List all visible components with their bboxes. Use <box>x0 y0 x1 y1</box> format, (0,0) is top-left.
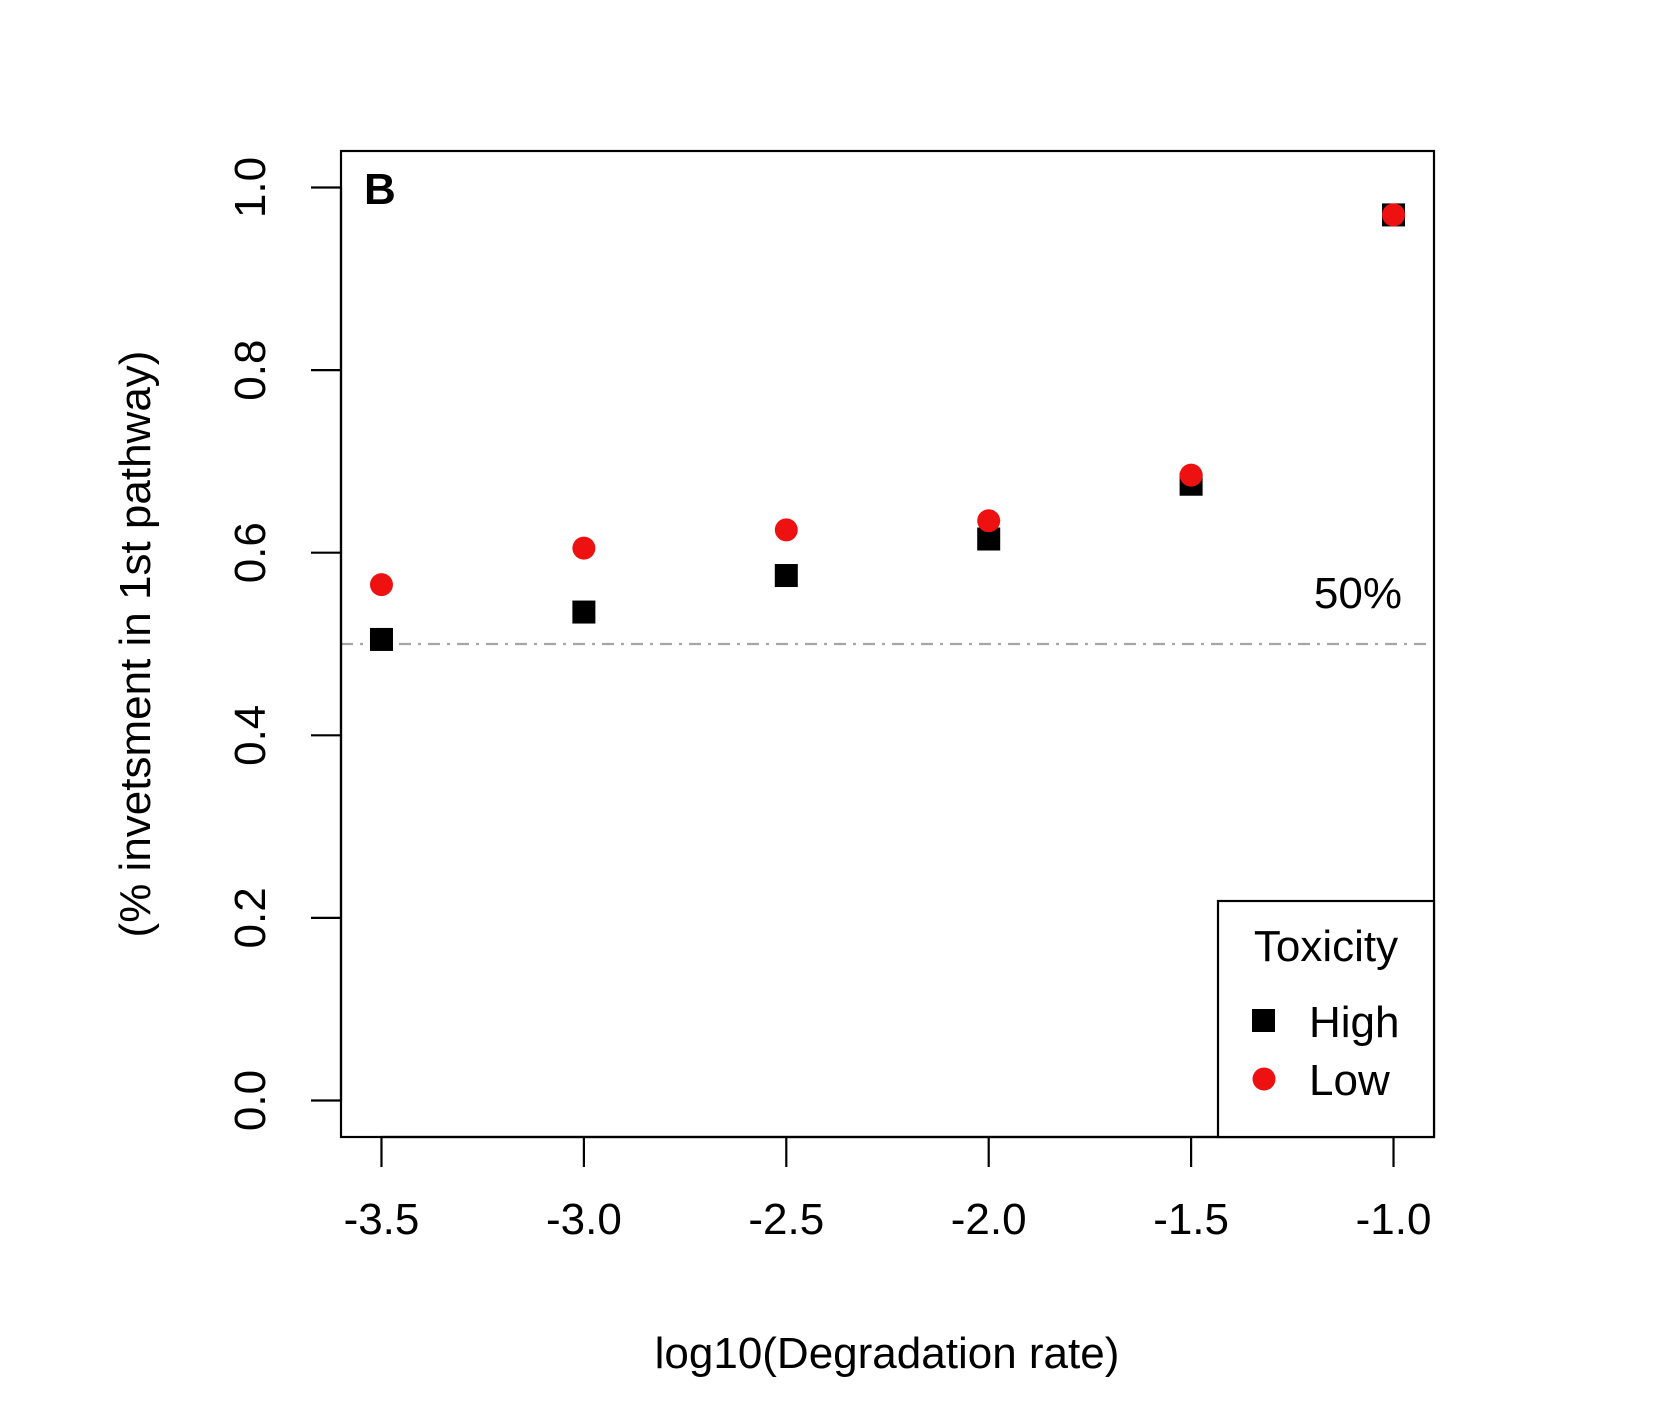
data-point-high <box>572 600 596 624</box>
x-tick-label: -3.0 <box>546 1195 622 1244</box>
data-point-low <box>369 573 393 597</box>
data-points <box>369 203 1406 651</box>
legend: Toxicity High Low <box>1216 899 1436 1139</box>
legend-low-label: Low <box>1309 1056 1390 1105</box>
y-tick-label: 0.6 <box>226 522 275 583</box>
legend-low-marker <box>1252 1067 1276 1091</box>
x-tick-label: -1.0 <box>1356 1195 1432 1244</box>
reference-line-label: 50% <box>1314 569 1402 618</box>
data-point-low <box>774 518 798 542</box>
data-point-high <box>369 627 393 651</box>
legend-title: Toxicity <box>1254 922 1398 971</box>
y-tick-label: 0.0 <box>226 1070 275 1131</box>
data-point-low <box>572 536 596 560</box>
data-point-high <box>774 564 798 588</box>
legend-high-label: High <box>1309 998 1400 1047</box>
y-tick-label: 0.8 <box>226 340 275 401</box>
panel-label: B <box>364 165 396 214</box>
y-axis-title: (% invetsment in 1st pathway) <box>111 351 160 938</box>
x-tick-label: -2.0 <box>951 1195 1027 1244</box>
data-point-low <box>1179 463 1203 487</box>
data-point-high <box>977 527 1001 551</box>
x-tick-label: -1.5 <box>1153 1195 1229 1244</box>
y-tick-label: 0.2 <box>226 887 275 948</box>
x-axis-title: log10(Degradation rate) <box>655 1329 1120 1378</box>
data-point-low <box>977 509 1001 533</box>
y-axis: 0.0 0.2 0.4 0.6 0.8 1.0 <box>226 157 343 1131</box>
x-axis: -3.5 -3.0 -2.5 -2.0 -1.5 -1.0 <box>344 1135 1432 1244</box>
x-tick-label: -3.5 <box>344 1195 420 1244</box>
y-tick-label: 0.4 <box>226 705 275 766</box>
y-tick-label: 1.0 <box>226 157 275 218</box>
legend-high-marker <box>1252 1009 1275 1032</box>
x-tick-label: -2.5 <box>748 1195 824 1244</box>
data-point-low <box>1382 203 1406 227</box>
